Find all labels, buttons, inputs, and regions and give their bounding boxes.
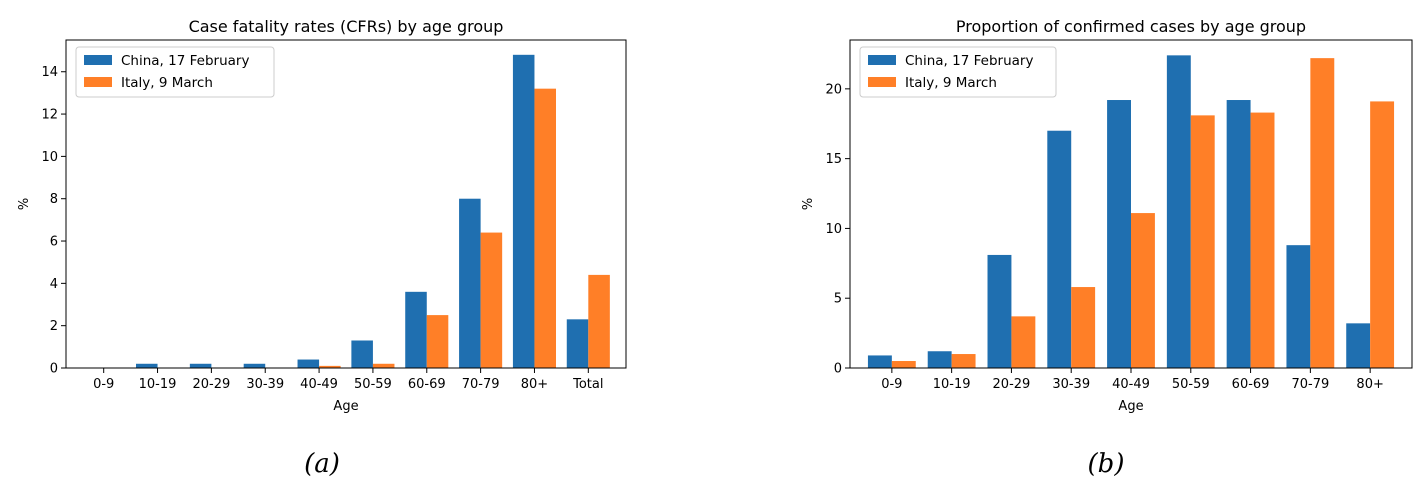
figure-caption: (b): [1088, 449, 1125, 479]
legend-swatch-italy: [868, 77, 896, 87]
bar-china-40-49: [1107, 100, 1131, 369]
legend-label-italy: Italy, 9 March: [121, 75, 213, 91]
chart-title: Proportion of confirmed cases by age gro…: [956, 17, 1306, 36]
bar-china-80+: [1346, 323, 1371, 368]
y-tick-label: 0: [834, 362, 842, 377]
y-tick-label: 15: [825, 152, 842, 167]
bar-china-10-19: [927, 351, 952, 368]
y-tick-label: 10: [41, 150, 58, 165]
legend-swatch-italy: [84, 77, 112, 87]
x-tick-label: 50-59: [1172, 377, 1210, 392]
y-tick-label: 5: [834, 292, 842, 307]
bar-italy-40-49: [1131, 213, 1155, 368]
x-tick-label: 10-19: [933, 377, 971, 392]
x-tick-label: 80+: [521, 377, 548, 392]
x-tick-label: 20-29: [993, 377, 1031, 392]
legend-box: [75, 46, 275, 98]
x-tick-label: Total: [572, 377, 603, 392]
x-tick-label: 0-9: [881, 377, 902, 392]
bar-italy-50-59: [1190, 115, 1215, 369]
bar-china-40-49: [297, 359, 320, 368]
y-tick-label: 2: [50, 319, 58, 334]
figure-caption: (a): [304, 449, 340, 479]
bar-china-50-59: [351, 340, 373, 368]
legend: China, 17 February Italy, 9 March: [75, 46, 275, 98]
bar-china-70-79: [459, 198, 481, 368]
x-tick-label: 30-39: [246, 377, 284, 392]
x-tick-label: 70-79: [1291, 377, 1329, 392]
bar-italy-60-69: [1250, 112, 1275, 368]
chart-title: Case fatality rates (CFRs) by age group: [189, 17, 504, 36]
y-tick-label: 10: [825, 222, 842, 237]
x-tick-label: 0-9: [93, 377, 114, 392]
x-tick-label: 60-69: [408, 377, 446, 392]
x-tick-label: 40-49: [300, 377, 338, 392]
chart-a: 0 2 4 6 8 10 12 14 0-9 10-19 20-29 30-39 40-49 50-59 6…: [17, 17, 627, 479]
legend-swatch-china: [868, 55, 896, 65]
y-tick-label: 14: [41, 65, 58, 80]
x-axis-label: Age: [333, 399, 358, 414]
y-axis-label: %: [801, 198, 816, 210]
bar-china-70-79: [1286, 245, 1311, 368]
bar-italy-10-19: [951, 354, 976, 368]
y-tick-label: 6: [50, 235, 58, 250]
bar-italy-80+: [1370, 101, 1395, 368]
bar-china-20-29: [189, 363, 212, 368]
x-tick-label: 40-49: [1112, 377, 1150, 392]
bar-china-80+: [512, 54, 535, 369]
legend-box: [859, 46, 1057, 98]
plot-frame: [65, 39, 627, 369]
bar-italy-30-39: [1071, 287, 1096, 368]
y-tick-label: 8: [50, 192, 58, 207]
bar-china-50-59: [1166, 55, 1191, 368]
bar-china-30-39: [243, 363, 266, 368]
bar-china-10-19: [136, 363, 158, 368]
x-tick-label: 70-79: [462, 377, 500, 392]
bar-italy-0-9: [891, 361, 916, 368]
x-tick-label: 10-19: [139, 377, 177, 392]
bar-china-60-69: [1226, 100, 1251, 369]
bar-italy-50-59: [372, 363, 395, 368]
x-tick-label: 20-29: [192, 377, 230, 392]
legend: China, 17 February Italy, 9 March: [859, 46, 1057, 98]
legend-label-italy: Italy, 9 March: [905, 75, 997, 91]
x-tick-label: 80+: [1356, 377, 1383, 392]
x-tick-label: 50-59: [354, 377, 392, 392]
bar-italy-60-69: [426, 315, 449, 368]
y-tick-label: 0: [50, 362, 58, 377]
bar-italy-70-79: [480, 232, 503, 368]
bar-italy-Total: [588, 274, 610, 368]
bar-italy-20-29: [1011, 316, 1036, 368]
bar-italy-70-79: [1310, 58, 1335, 368]
bar-italy-80+: [534, 88, 556, 369]
x-tick-label: 60-69: [1232, 377, 1270, 392]
y-axis-label: %: [17, 198, 32, 210]
bar-china-20-29: [987, 254, 1012, 368]
bar-china-Total: [566, 319, 589, 368]
bar-china-0-9: [867, 355, 892, 368]
bar-china-60-69: [405, 291, 427, 368]
legend-label-china: China, 17 February: [905, 53, 1033, 69]
y-tick-label: 12: [41, 108, 58, 123]
legend-swatch-china: [84, 55, 112, 65]
bar-china-30-39: [1047, 130, 1072, 368]
bar-italy-40-49: [319, 365, 341, 368]
x-tick-label: 30-39: [1052, 377, 1090, 392]
y-tick-label: 20: [825, 82, 842, 97]
legend-label-china: China, 17 February: [121, 53, 249, 69]
chart-b: 0 5 10 15 20 0-9 10-19 20-29 30-39 40-49 50-59 60-6…: [801, 17, 1413, 479]
y-tick-label: 4: [50, 277, 58, 292]
x-axis-label: Age: [1118, 399, 1143, 414]
